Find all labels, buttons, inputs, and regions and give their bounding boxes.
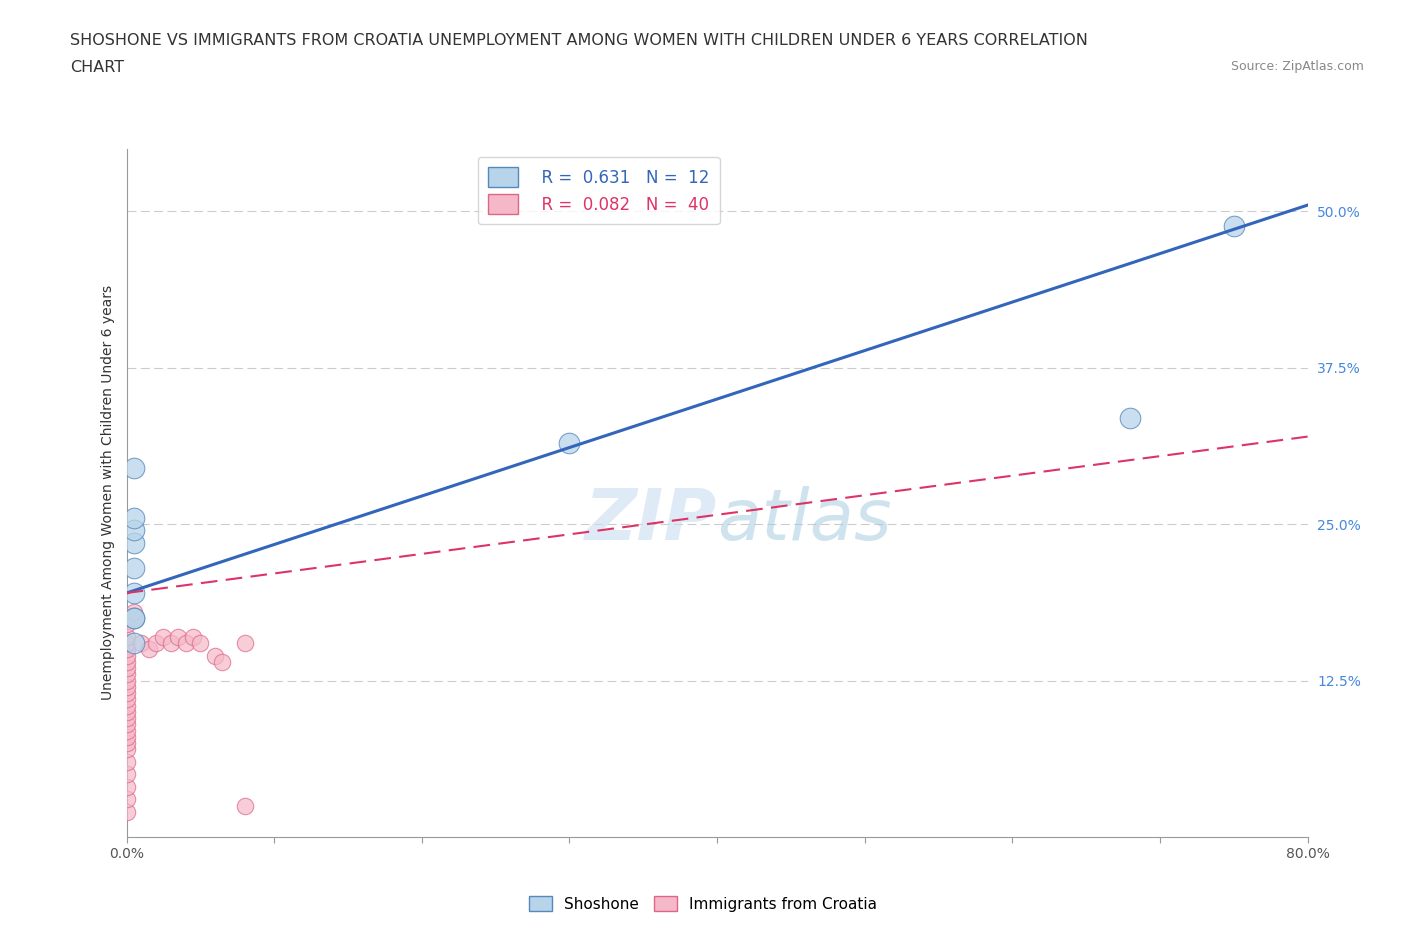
Point bbox=[138, 642, 160, 657]
Point bbox=[145, 635, 167, 650]
Point bbox=[211, 655, 233, 670]
Point bbox=[115, 729, 138, 744]
Point bbox=[115, 717, 138, 732]
Text: ZIP: ZIP bbox=[585, 486, 717, 555]
Point bbox=[115, 704, 138, 719]
Text: Source: ZipAtlas.com: Source: ZipAtlas.com bbox=[1230, 60, 1364, 73]
Point bbox=[115, 804, 138, 819]
Text: SHOSHONE VS IMMIGRANTS FROM CROATIA UNEMPLOYMENT AMONG WOMEN WITH CHILDREN UNDER: SHOSHONE VS IMMIGRANTS FROM CROATIA UNEM… bbox=[70, 33, 1088, 47]
Point bbox=[167, 630, 190, 644]
Point bbox=[1222, 219, 1246, 233]
Legend:   R =  0.631   N =  12,   R =  0.082   N =  40: R = 0.631 N = 12, R = 0.082 N = 40 bbox=[478, 157, 720, 224]
Point bbox=[233, 635, 256, 650]
Point bbox=[159, 635, 183, 650]
Point bbox=[115, 711, 138, 725]
Point bbox=[122, 561, 145, 576]
Point bbox=[181, 630, 204, 644]
Point bbox=[122, 460, 145, 475]
Legend: Shoshone, Immigrants from Croatia: Shoshone, Immigrants from Croatia bbox=[523, 889, 883, 918]
Point bbox=[115, 698, 138, 713]
Point bbox=[122, 586, 145, 601]
Point bbox=[115, 742, 138, 757]
Point bbox=[1119, 410, 1142, 425]
Point bbox=[122, 611, 145, 626]
Point bbox=[115, 685, 138, 700]
Point bbox=[122, 604, 145, 619]
Point bbox=[122, 536, 145, 551]
Point bbox=[174, 635, 197, 650]
Point bbox=[115, 692, 138, 707]
Text: CHART: CHART bbox=[70, 60, 124, 75]
Point bbox=[188, 635, 211, 650]
Point bbox=[115, 792, 138, 807]
Point bbox=[115, 724, 138, 738]
Point bbox=[115, 680, 138, 695]
Point bbox=[122, 635, 145, 650]
Point bbox=[122, 523, 145, 538]
Point bbox=[115, 642, 138, 657]
Point bbox=[558, 435, 581, 450]
Text: atlas: atlas bbox=[717, 486, 891, 555]
Point bbox=[115, 660, 138, 675]
Point bbox=[115, 635, 138, 650]
Point bbox=[115, 754, 138, 769]
Point bbox=[204, 648, 226, 663]
Point bbox=[115, 667, 138, 682]
Point bbox=[115, 648, 138, 663]
Y-axis label: Unemployment Among Women with Children Under 6 years: Unemployment Among Women with Children U… bbox=[101, 286, 115, 700]
Point bbox=[233, 798, 256, 813]
Point bbox=[129, 635, 153, 650]
Point bbox=[115, 767, 138, 782]
Point bbox=[152, 630, 174, 644]
Point bbox=[115, 673, 138, 688]
Point bbox=[122, 611, 145, 626]
Point bbox=[115, 655, 138, 670]
Point bbox=[122, 511, 145, 525]
Point bbox=[115, 617, 138, 631]
Point bbox=[122, 611, 145, 626]
Point bbox=[115, 736, 138, 751]
Point bbox=[115, 779, 138, 794]
Point bbox=[115, 630, 138, 644]
